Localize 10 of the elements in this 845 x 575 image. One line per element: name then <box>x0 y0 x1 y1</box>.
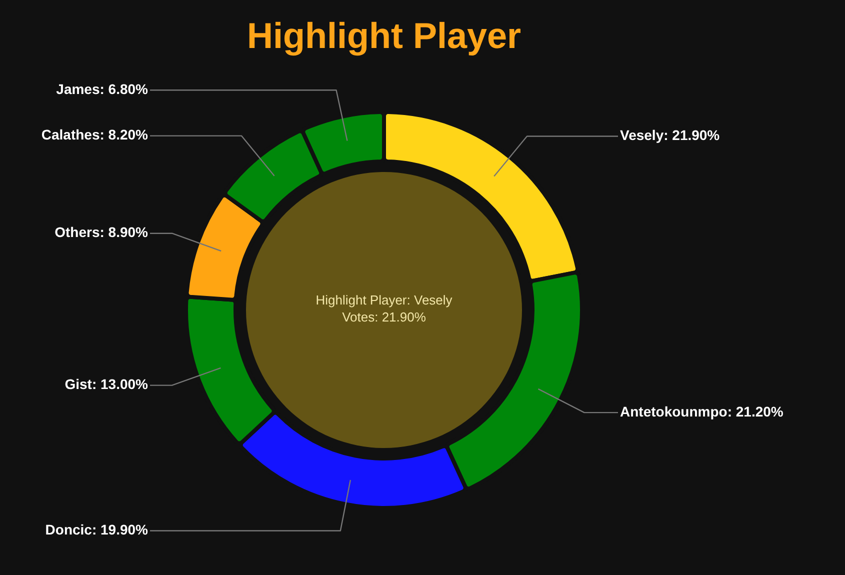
slice-label: Gist: 13.00% <box>64 376 149 392</box>
text: Votes: 21.90% <box>342 310 426 325</box>
slice-label: Vesely: 21.90% <box>620 127 720 144</box>
chart-title: Highlight Player <box>246 14 522 56</box>
slice-label: Calathes: 8.20% <box>41 126 149 143</box>
slice-label: Others: 8.90% <box>54 224 149 240</box>
text: Highlight Player: Vesely <box>316 292 453 308</box>
slice-label: Doncic: 19.90% <box>45 522 149 538</box>
slice-label: Antetokounmpo: 21.20% <box>620 403 784 420</box>
slice-label: James: 6.80% <box>56 80 149 97</box>
